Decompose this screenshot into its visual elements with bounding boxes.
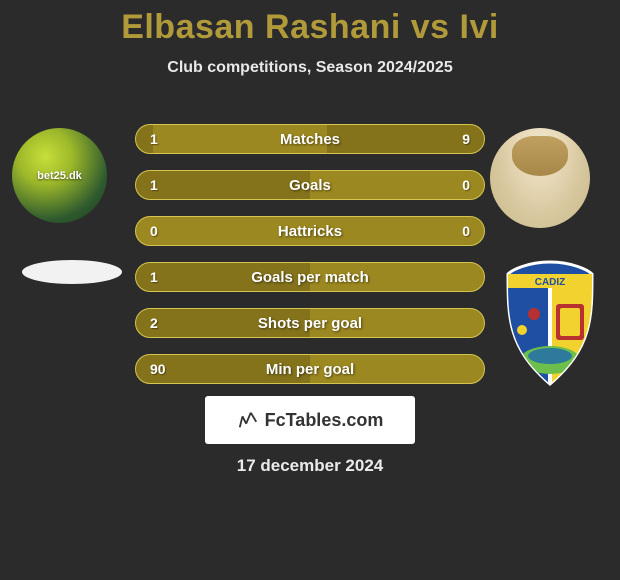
attribution-text: FcTables.com <box>265 410 384 431</box>
stat-row-goals: 1 Goals 0 <box>135 170 485 200</box>
player-left-avatar: bet25.dk <box>12 128 107 223</box>
player-right-avatar <box>490 128 590 228</box>
stat-row-min-per-goal: 90 Min per goal <box>135 354 485 384</box>
page-title: Elbasan Rashani vs Ivi <box>0 0 620 47</box>
stat-row-shots-per-goal: 2 Shots per goal <box>135 308 485 338</box>
stat-right-value: 0 <box>462 223 470 239</box>
stats-container: 1 Matches 9 1 Goals 0 0 Hattricks 0 1 Go… <box>135 124 485 400</box>
club-left-placeholder <box>22 260 122 284</box>
stat-label: Shots per goal <box>136 315 484 332</box>
stat-label: Matches <box>136 131 484 148</box>
avatar-left-label: bet25.dk <box>37 170 82 182</box>
club-right-badge: CADIZ <box>498 258 602 388</box>
stat-right-value: 9 <box>462 131 470 147</box>
stat-right-value: 0 <box>462 177 470 193</box>
stat-label: Min per goal <box>136 361 484 378</box>
stat-row-matches: 1 Matches 9 <box>135 124 485 154</box>
attribution-badge[interactable]: FcTables.com <box>205 396 415 444</box>
stat-row-goals-per-match: 1 Goals per match <box>135 262 485 292</box>
stat-label: Goals <box>136 177 484 194</box>
chart-icon <box>237 409 259 431</box>
badge-label: CADIZ <box>535 277 566 288</box>
stat-row-hattricks: 0 Hattricks 0 <box>135 216 485 246</box>
stat-label: Hattricks <box>136 223 484 240</box>
season-subtitle: Club competitions, Season 2024/2025 <box>0 59 620 77</box>
stat-label: Goals per match <box>136 269 484 286</box>
generation-date: 17 december 2024 <box>0 456 620 476</box>
